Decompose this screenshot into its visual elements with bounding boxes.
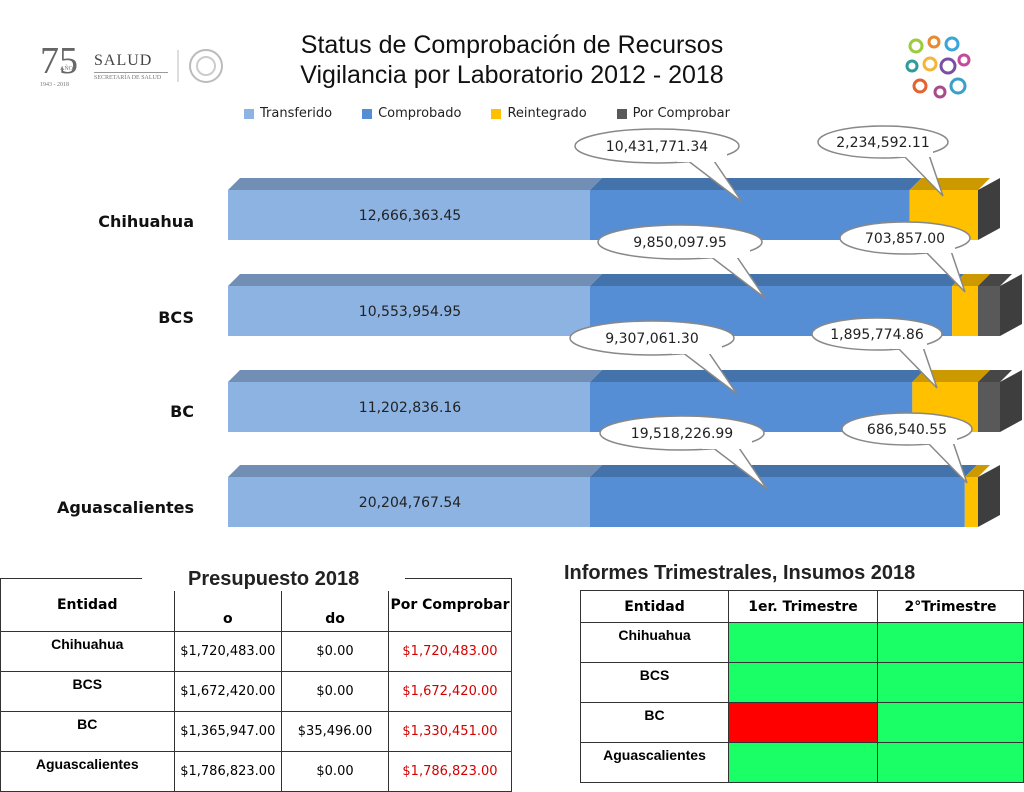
callout-mask — [700, 250, 750, 258]
presupuesto-cell-transferido: $1,365,947.00 — [174, 712, 282, 752]
data-label-reintegrado: 686,540.55 — [867, 422, 947, 438]
data-label-transferido: 11,202,836.16 — [359, 400, 462, 416]
legend-item: Transferido — [244, 106, 332, 121]
informes-title: Informes Trimestrales, Insumos 2018 — [564, 562, 915, 585]
legend-label: Reintegrado — [507, 106, 586, 121]
bar-comprobado — [590, 477, 965, 527]
bar-transferido-top — [228, 274, 602, 286]
data-label-reintegrado: 703,857.00 — [865, 231, 945, 247]
presupuesto-cell-transferido: $1,786,823.00 — [174, 752, 282, 792]
presupuesto-row: Chihuahua$1,720,483.00$0.00$1,720,483.00 — [1, 632, 512, 672]
legend-swatch — [244, 109, 254, 119]
bar-reintegrado — [965, 477, 978, 527]
bar-transferido-top — [228, 370, 602, 382]
presupuesto-cell-entidad: BCS — [1, 672, 175, 712]
informes-table: Entidad 1er. Trimestre 2°Trimestre Chihu… — [580, 590, 1024, 783]
callout-mask — [677, 154, 727, 162]
informes-row: Aguascalientes — [581, 743, 1024, 783]
presupuesto-row: BCS$1,672,420.00$0.00$1,672,420.00 — [1, 672, 512, 712]
presupuesto-cell-comprobado: $0.00 — [282, 752, 389, 792]
legend-item: Por Comprobar — [617, 106, 730, 121]
presupuesto-cell-comprobado: $0.00 — [282, 632, 389, 672]
presupuesto-cell-entidad: Aguascalientes — [1, 752, 175, 792]
informes-status-cell-t2 — [878, 623, 1024, 663]
presupuesto-header-por-comprobar: Por Comprobar — [388, 579, 511, 632]
presupuesto-cell-entidad: Chihuahua — [1, 632, 175, 672]
page-title: Status de Comprobación de Recursos Vigil… — [0, 30, 1024, 90]
informes-header-row: Entidad 1er. Trimestre 2°Trimestre — [581, 591, 1024, 623]
bar-por-comprobar — [978, 382, 1000, 432]
presupuesto-cell-transferido: $1,720,483.00 — [174, 632, 282, 672]
informes-status-cell-t2 — [878, 663, 1024, 703]
informes-row: BCS — [581, 663, 1024, 703]
data-label-transferido: 10,553,954.95 — [359, 304, 461, 320]
informes-row: Chihuahua — [581, 623, 1024, 663]
informes-header-entidad: Entidad — [581, 591, 729, 623]
informes-status-cell-t2 — [878, 743, 1024, 783]
presupuesto-title: Presupuesto 2018 — [142, 568, 405, 591]
data-label-comprobado: 19,518,226.99 — [631, 426, 733, 442]
legend-swatch — [362, 109, 372, 119]
presupuesto-cell-por-comprobar: $1,672,420.00 — [388, 672, 511, 712]
presupuesto-cell-por-comprobar: $1,786,823.00 — [388, 752, 511, 792]
informes-status-cell-t2 — [878, 703, 1024, 743]
informes-status-cell-t1 — [729, 623, 878, 663]
data-label-transferido: 12,666,363.45 — [359, 208, 461, 224]
title-line-2: Vigilancia por Laboratorio 2012 - 2018 — [0, 60, 1024, 90]
bar-end-face — [978, 465, 1000, 527]
legend-label: Comprobado — [378, 106, 461, 121]
presupuesto-cell-comprobado: $35,496.00 — [282, 712, 389, 752]
legend-item: Reintegrado — [491, 106, 586, 121]
legend-swatch — [491, 109, 501, 119]
bar-por-comprobar — [978, 286, 1000, 336]
bar-reintegrado-top — [910, 178, 990, 190]
informes-header-trimestre-2: 2°Trimestre — [878, 591, 1024, 623]
data-label-reintegrado: 2,234,592.11 — [836, 135, 930, 151]
bar-transferido-top — [228, 465, 602, 477]
presupuesto-cell-entidad: BC — [1, 712, 175, 752]
bar-end-face — [1000, 274, 1022, 336]
informes-cell-entidad: BC — [581, 703, 729, 743]
callout-mask — [702, 441, 752, 449]
bar-comprobado-top — [590, 370, 924, 382]
chart-legend: Transferido Comprobado Reintegrado Por Comp… — [244, 106, 730, 121]
data-label-comprobado: 9,850,097.95 — [633, 235, 727, 251]
bar-comprobado-top — [590, 178, 922, 190]
informes-cell-entidad: Chihuahua — [581, 623, 729, 663]
informes-status-cell-t1 — [729, 743, 878, 783]
bar-end-face — [1000, 370, 1022, 432]
informes-status-cell-t1 — [729, 703, 878, 743]
data-label-comprobado: 9,307,061.30 — [605, 331, 699, 347]
title-line-1: Status de Comprobación de Recursos — [0, 30, 1024, 60]
callout-mask — [672, 346, 722, 354]
presupuesto-cell-por-comprobar: $1,720,483.00 — [388, 632, 511, 672]
stacked-bar-chart: 12,666,363.45 10,431,771.34 2,234,592.11 10… — [0, 120, 1024, 540]
bar-transferido-top — [228, 178, 602, 190]
informes-row: BC — [581, 703, 1024, 743]
informes-cell-entidad: Aguascalientes — [581, 743, 729, 783]
bar-comprobado-top — [590, 274, 964, 286]
bar-end-face — [978, 178, 1000, 240]
informes-header-trimestre-1: 1er. Trimestre — [729, 591, 878, 623]
legend-label: Por Comprobar — [633, 106, 730, 121]
presupuesto-row: Aguascalientes$1,786,823.00$0.00$1,786,8… — [1, 752, 512, 792]
legend-label: Transferido — [260, 106, 332, 121]
bar-comprobado-top — [590, 465, 977, 477]
data-label-reintegrado: 1,895,774.86 — [830, 327, 924, 343]
presupuesto-row: BC$1,365,947.00$35,496.00$1,330,451.00 — [1, 712, 512, 752]
presupuesto-cell-por-comprobar: $1,330,451.00 — [388, 712, 511, 752]
informes-status-cell-t1 — [729, 663, 878, 703]
legend-item: Comprobado — [362, 106, 461, 121]
legend-swatch — [617, 109, 627, 119]
presupuesto-cell-comprobado: $0.00 — [282, 672, 389, 712]
data-label-transferido: 20,204,767.54 — [359, 495, 462, 511]
presupuesto-cell-transferido: $1,672,420.00 — [174, 672, 282, 712]
data-label-comprobado: 10,431,771.34 — [606, 139, 709, 155]
informes-cell-entidad: BCS — [581, 663, 729, 703]
presupuesto-table: Entidad o do Por Comprobar Chihuahua$1,7… — [0, 578, 512, 792]
bar-reintegrado — [952, 286, 978, 336]
